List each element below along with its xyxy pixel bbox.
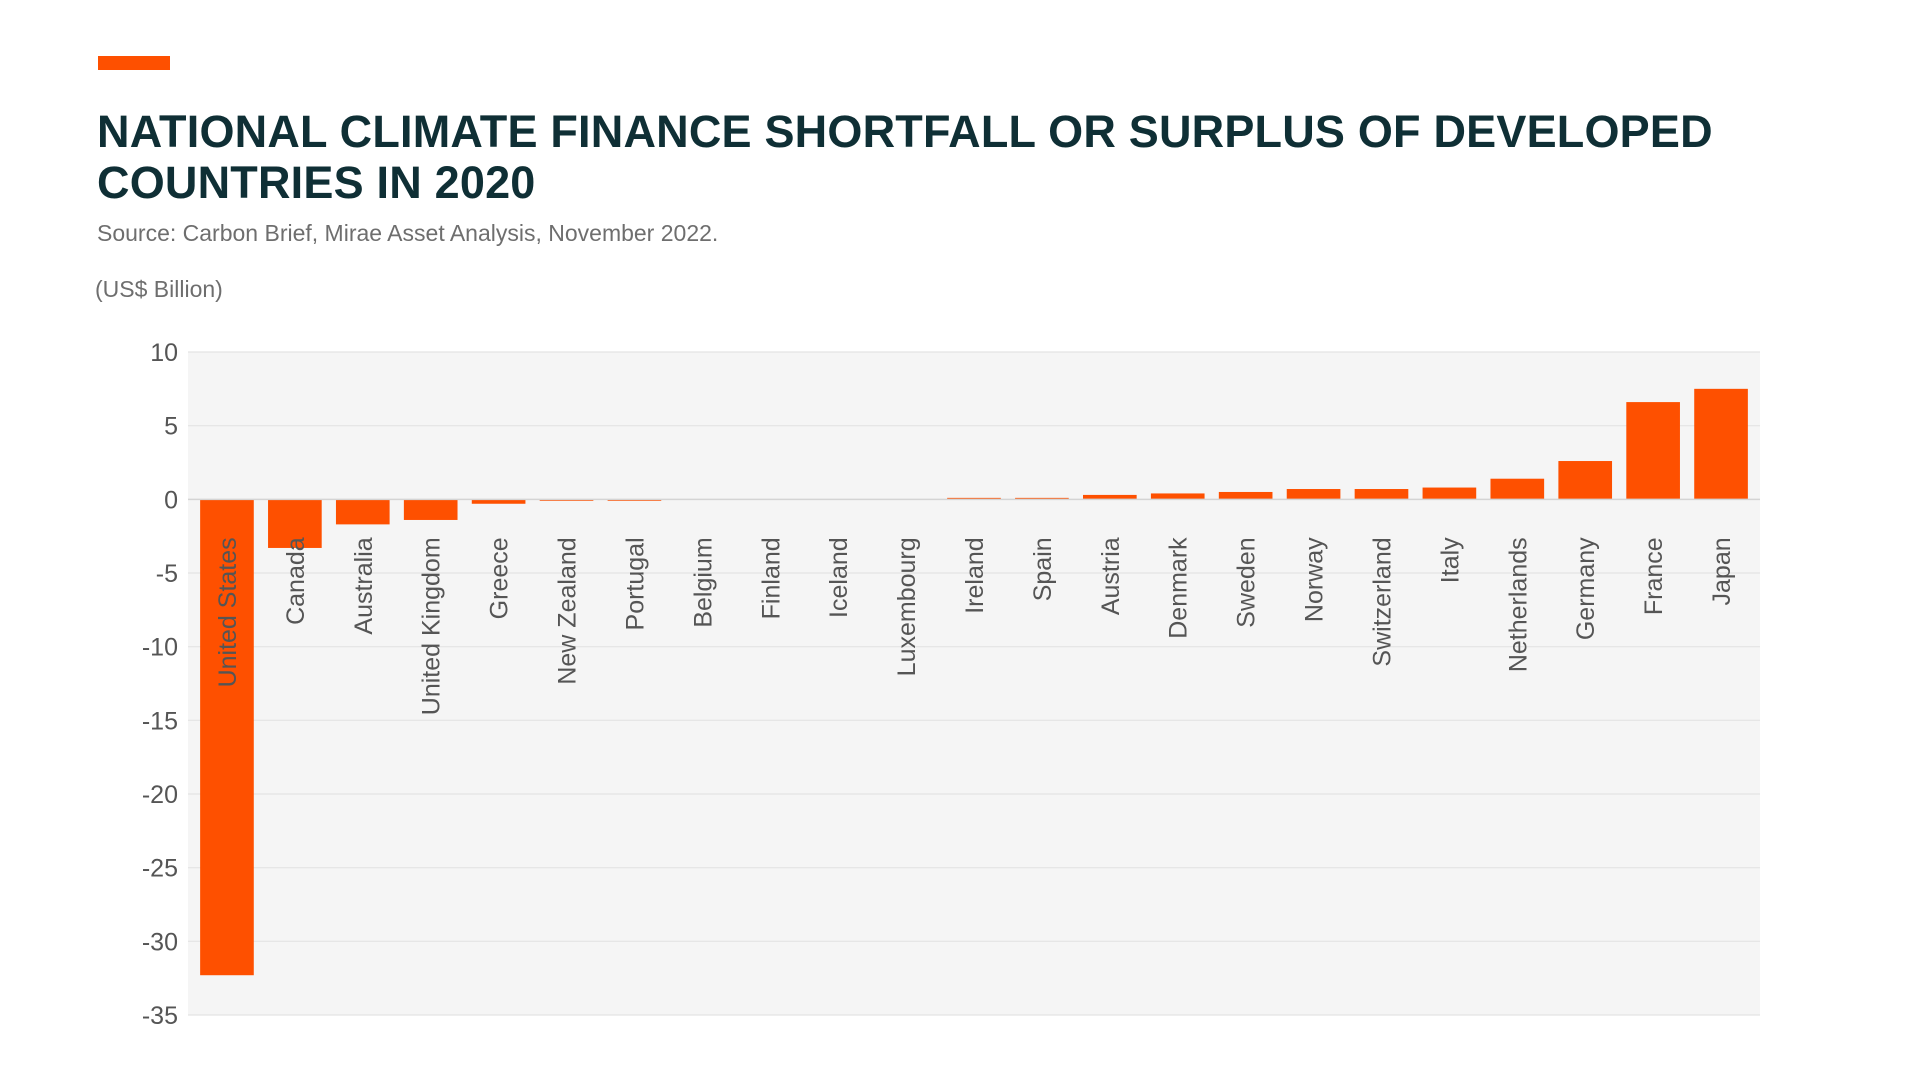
unit-label: (US$ Billion) (95, 276, 223, 302)
category-label: Iceland (825, 537, 853, 618)
source-note: Source: Carbon Brief, Mirae Asset Analys… (97, 220, 719, 246)
category-label: France (1640, 537, 1668, 615)
category-label: Canada (282, 537, 310, 625)
category-label: Portugal (621, 537, 649, 630)
category-label: Germany (1572, 537, 1600, 640)
y-tick-label: 0 (164, 486, 178, 514)
category-label: Greece (486, 537, 514, 619)
bar-germany (1558, 461, 1613, 500)
bar-netherlands (1490, 478, 1545, 500)
category-label: Australia (350, 537, 378, 634)
y-tick-label: -25 (142, 855, 178, 883)
category-label: Switzerland (1368, 537, 1396, 666)
category-label: Belgium (689, 537, 717, 627)
y-tick-label: -10 (142, 634, 178, 662)
category-label: United Kingdom (418, 537, 446, 715)
bar-sweden (1218, 491, 1273, 500)
category-label: Sweden (1233, 537, 1261, 627)
category-label: New Zealand (554, 537, 582, 684)
category-label: Austria (1097, 537, 1125, 615)
bar-australia (335, 499, 390, 525)
category-label: Ireland (961, 537, 989, 613)
category-label: Norway (1301, 537, 1329, 622)
y-tick-label: -5 (156, 560, 178, 588)
bar-switzerland (1354, 489, 1409, 500)
category-label: Denmark (1165, 537, 1193, 639)
y-tick-label: 10 (150, 339, 178, 367)
category-label: Italy (1436, 537, 1464, 583)
bar-united-states (200, 499, 254, 976)
y-tick-label: -15 (142, 707, 178, 735)
bar-norway (1286, 489, 1341, 500)
bar-greece (471, 499, 526, 504)
category-label: Finland (757, 537, 785, 619)
bar-france (1626, 402, 1680, 500)
bar-united-kingdom (403, 499, 458, 520)
category-label: Spain (1029, 537, 1057, 601)
chart-title: NATIONAL CLIMATE FINANCE SHORTFALL OR SU… (97, 106, 1713, 208)
category-label: Netherlands (1504, 537, 1532, 672)
y-tick-label: -20 (142, 781, 178, 809)
y-tick-label: -35 (142, 1002, 178, 1030)
bar-denmark (1150, 493, 1205, 500)
category-label: Japan (1708, 537, 1736, 605)
gridlines (188, 351, 1760, 1016)
bar-canada (268, 499, 322, 548)
bars (200, 388, 1748, 976)
bar-italy (1422, 487, 1477, 500)
y-axis-tick-labels: 10 5 0 -5 -10 -15 -20 -25 -30 -35 (142, 339, 178, 1030)
plot-background (188, 352, 1760, 1015)
bar-japan (1694, 388, 1748, 500)
y-tick-label: 5 (164, 413, 178, 441)
accent-bar (98, 56, 170, 70)
bar-austria (1083, 494, 1137, 500)
y-tick-label: -30 (142, 928, 178, 956)
category-label: Luxembourg (893, 537, 921, 676)
category-labels: United States Canada Australia United Kingd… (214, 537, 1736, 715)
category-label: United States (214, 537, 242, 687)
